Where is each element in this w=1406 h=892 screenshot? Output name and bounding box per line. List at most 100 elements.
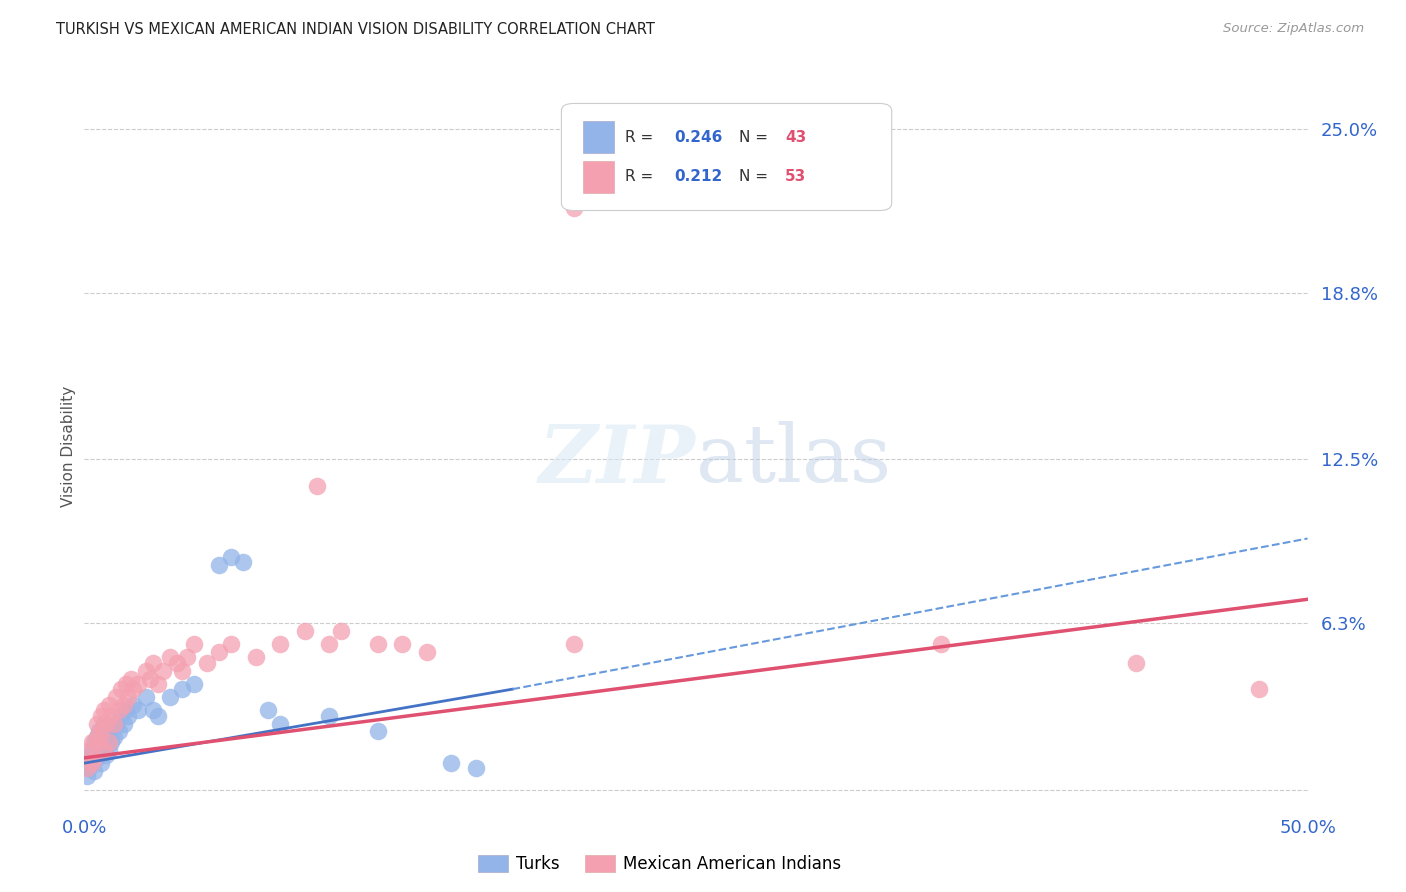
Point	[96, 716, 118, 731]
Point	[245, 650, 267, 665]
Point	[80, 735, 103, 749]
Point	[90, 708, 112, 723]
Bar	[583, 161, 614, 193]
Point	[159, 690, 181, 704]
Point	[318, 708, 340, 723]
Point	[107, 724, 129, 739]
Point	[232, 555, 254, 569]
Text: R =: R =	[626, 129, 658, 145]
Point	[93, 743, 115, 757]
Point	[122, 682, 145, 697]
Text: N =: N =	[738, 169, 773, 184]
Point	[110, 682, 132, 697]
Text: N =: N =	[738, 129, 773, 145]
Point	[90, 724, 112, 739]
Point	[294, 624, 316, 638]
Text: ZIP: ZIP	[538, 422, 696, 499]
Point	[103, 716, 125, 731]
Point	[96, 748, 118, 763]
Point	[159, 650, 181, 665]
Point	[115, 703, 138, 717]
Point	[416, 645, 439, 659]
Point	[90, 756, 112, 771]
FancyBboxPatch shape	[561, 103, 891, 211]
Point	[76, 769, 98, 783]
Text: 53: 53	[786, 169, 807, 184]
Point	[97, 735, 120, 749]
Point	[135, 690, 157, 704]
Point	[120, 672, 142, 686]
Point	[208, 645, 231, 659]
Text: TURKISH VS MEXICAN AMERICAN INDIAN VISION DISABILITY CORRELATION CHART: TURKISH VS MEXICAN AMERICAN INDIAN VISIO…	[56, 22, 655, 37]
Point	[80, 756, 103, 771]
Point	[142, 703, 165, 717]
Point	[219, 637, 242, 651]
Point	[269, 637, 291, 651]
Point	[562, 201, 585, 215]
Point	[83, 764, 105, 778]
Point	[83, 751, 105, 765]
Point	[97, 698, 120, 712]
Point	[93, 735, 115, 749]
Point	[269, 716, 291, 731]
Point	[391, 637, 413, 651]
Point	[219, 549, 242, 564]
Point	[96, 730, 118, 744]
Point	[176, 650, 198, 665]
Text: 0.212: 0.212	[673, 169, 723, 184]
Point	[86, 716, 108, 731]
Text: 0.246: 0.246	[673, 129, 723, 145]
Point	[76, 761, 98, 775]
Point	[87, 735, 110, 749]
Point	[146, 708, 169, 723]
Point	[77, 751, 100, 765]
Point	[318, 637, 340, 651]
Point	[183, 677, 205, 691]
Point	[1125, 656, 1147, 670]
Point	[127, 703, 149, 717]
Point	[80, 743, 103, 757]
Point	[87, 724, 110, 739]
Point	[107, 703, 129, 717]
Text: R =: R =	[626, 169, 658, 184]
Point	[367, 637, 389, 651]
Point	[183, 637, 205, 651]
Point	[172, 682, 194, 697]
Text: atlas: atlas	[696, 421, 891, 500]
Point	[97, 743, 120, 757]
Point	[122, 698, 145, 712]
Point	[152, 664, 174, 678]
Text: 43: 43	[786, 129, 807, 145]
Point	[87, 743, 110, 757]
Point	[562, 637, 585, 651]
Point	[100, 735, 122, 749]
Point	[330, 624, 353, 638]
Point	[100, 708, 122, 723]
Point	[166, 656, 188, 670]
Point	[115, 677, 138, 691]
Point	[929, 637, 952, 651]
Point	[97, 724, 120, 739]
Point	[86, 730, 108, 744]
Point	[105, 690, 128, 704]
Point	[86, 751, 108, 765]
Point	[367, 724, 389, 739]
Point	[135, 664, 157, 678]
Point	[83, 735, 105, 749]
Point	[103, 730, 125, 744]
Point	[146, 677, 169, 691]
Point	[117, 708, 139, 723]
Point	[305, 478, 328, 492]
Point	[80, 756, 103, 771]
Point	[112, 716, 135, 731]
Point	[117, 690, 139, 704]
Bar	[583, 121, 614, 153]
Text: Source: ZipAtlas.com: Source: ZipAtlas.com	[1223, 22, 1364, 36]
Point	[110, 708, 132, 723]
Point	[105, 716, 128, 731]
Point	[127, 677, 149, 691]
Point	[172, 664, 194, 678]
Point	[86, 730, 108, 744]
Point	[195, 656, 218, 670]
Point	[142, 656, 165, 670]
